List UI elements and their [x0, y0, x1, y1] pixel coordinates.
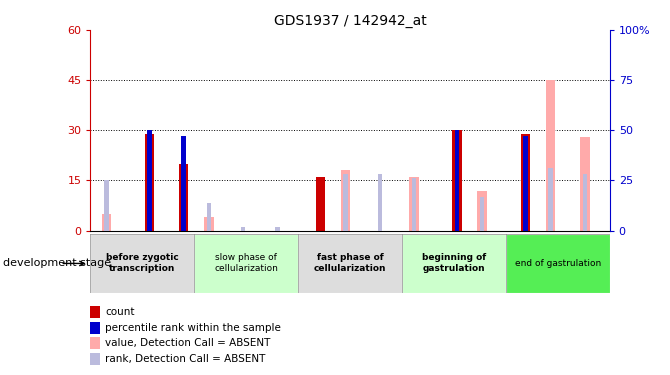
Bar: [546, 80, 555, 231]
Bar: [455, 130, 459, 231]
Bar: [412, 178, 416, 231]
Text: beginning of
gastrulation: beginning of gastrulation: [422, 254, 486, 273]
Bar: [580, 137, 590, 231]
Bar: [241, 226, 245, 231]
Bar: [90, 306, 100, 318]
Bar: [194, 234, 298, 292]
Bar: [582, 174, 587, 231]
Bar: [275, 226, 279, 231]
Bar: [316, 177, 325, 231]
Bar: [523, 136, 527, 231]
Bar: [298, 234, 402, 292]
Text: value, Detection Call = ABSENT: value, Detection Call = ABSENT: [105, 338, 271, 348]
Bar: [182, 136, 186, 231]
Bar: [506, 234, 610, 292]
Bar: [480, 196, 484, 231]
Bar: [90, 234, 194, 292]
Bar: [204, 217, 214, 231]
Text: end of gastrulation: end of gastrulation: [515, 259, 601, 268]
Bar: [147, 130, 152, 231]
Bar: [548, 168, 553, 231]
Text: percentile rank within the sample: percentile rank within the sample: [105, 322, 281, 333]
Bar: [452, 130, 462, 231]
Text: fast phase of
cellularization: fast phase of cellularization: [314, 254, 387, 273]
Bar: [90, 352, 100, 365]
Text: rank, Detection Call = ABSENT: rank, Detection Call = ABSENT: [105, 354, 265, 364]
Bar: [409, 177, 419, 231]
Bar: [90, 337, 100, 349]
Bar: [521, 134, 530, 231]
Bar: [145, 134, 154, 231]
Bar: [179, 164, 188, 231]
Bar: [478, 190, 487, 231]
Text: count: count: [105, 307, 135, 317]
Bar: [102, 214, 111, 231]
Bar: [207, 202, 211, 231]
Bar: [341, 170, 350, 231]
Bar: [378, 174, 382, 231]
Bar: [90, 322, 100, 334]
Title: GDS1937 / 142942_at: GDS1937 / 142942_at: [274, 13, 426, 28]
Text: development stage: development stage: [3, 258, 111, 268]
Text: before zygotic
transcription: before zygotic transcription: [106, 254, 179, 273]
Text: slow phase of
cellularization: slow phase of cellularization: [214, 254, 278, 273]
Bar: [402, 234, 506, 292]
Bar: [344, 174, 348, 231]
Bar: [105, 180, 109, 231]
